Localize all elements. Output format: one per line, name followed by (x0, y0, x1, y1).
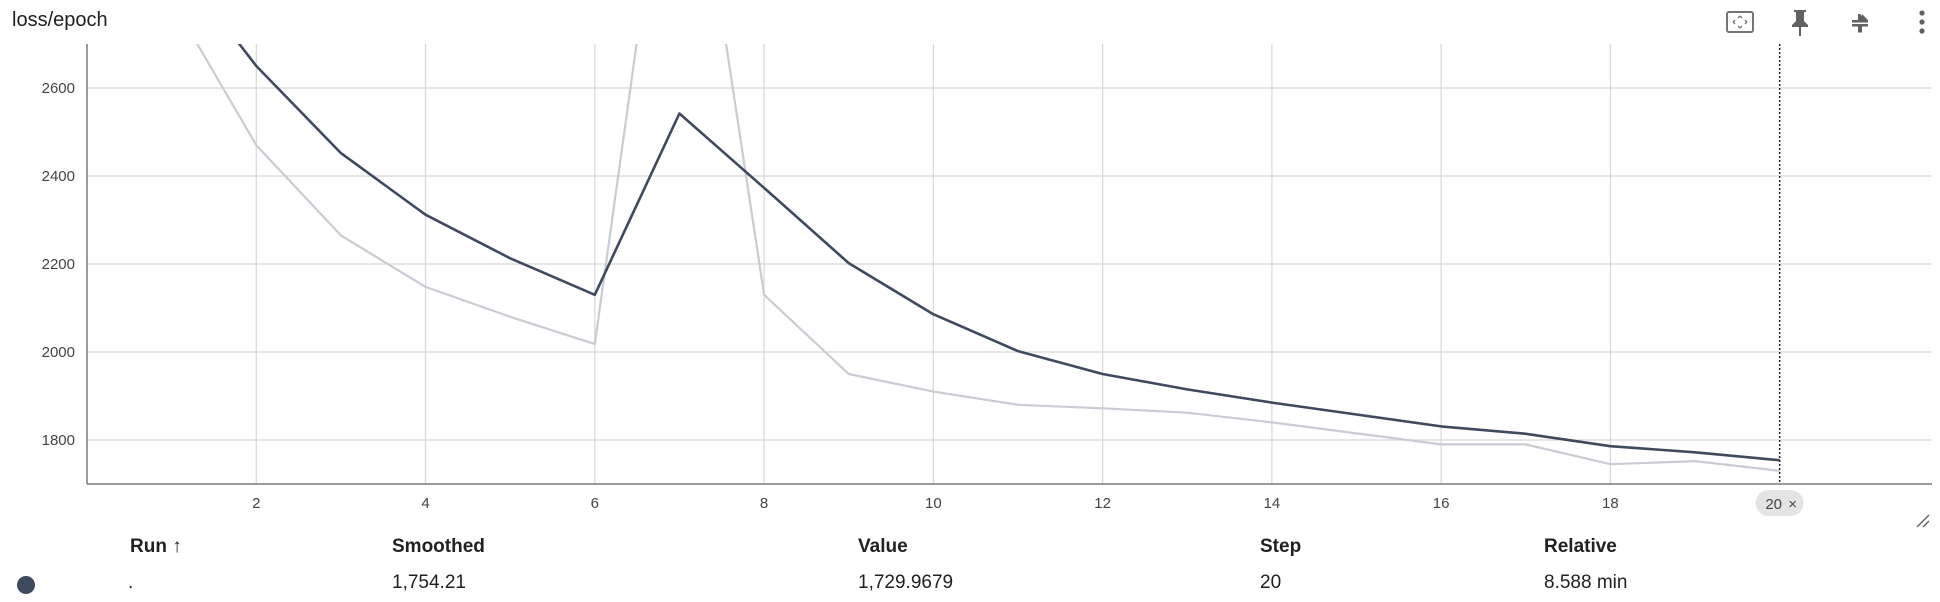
step-chip (1755, 490, 1804, 516)
cell-step: 20 (1260, 572, 1282, 593)
resize-handle-icon[interactable] (1914, 512, 1930, 528)
x-tick-label: 4 (421, 495, 429, 512)
raw-series-line (195, 44, 1780, 472)
col-header-value[interactable]: Value (858, 536, 908, 557)
y-tick-label: 2000 (42, 344, 75, 361)
y-tick-label: 1800 (42, 432, 75, 449)
col-header-run[interactable]: Run ↑ (130, 536, 182, 557)
x-tick-label: 12 (1094, 495, 1111, 512)
grid (87, 44, 1932, 484)
x-tick-label: 8 (760, 495, 768, 512)
axes: 1800 2000 2200 2400 2600 2 4 6 8 10 12 14 16 18 (42, 44, 1932, 512)
run-color-dot (17, 576, 35, 594)
fit-domain-icon[interactable] (1722, 4, 1758, 40)
card-header: loss/epoch (0, 0, 1940, 44)
col-header-relative[interactable]: Relative (1544, 536, 1617, 557)
data-table: Run ↑ Smoothed Value Step Relative . 1,7… (0, 528, 1940, 602)
smoothed-series-line (237, 44, 1780, 462)
card-title: loss/epoch (12, 9, 108, 31)
more-vert-icon[interactable] (1904, 4, 1940, 40)
cell-relative: 8.588 min (1544, 572, 1628, 593)
col-header-step[interactable]: Step (1260, 536, 1302, 557)
collapse-icon[interactable] (1842, 4, 1878, 40)
y-tick-label: 2200 (42, 256, 75, 273)
x-tick-label: 16 (1433, 495, 1450, 512)
x-tick-label: 6 (591, 495, 599, 512)
hover-indicator[interactable]: 20 × (1755, 44, 1804, 516)
y-tick-label: 2600 (42, 80, 75, 97)
cell-value: 1,729.9679 (858, 572, 954, 593)
series-lines (195, 44, 1780, 472)
x-tick-label: 2 (252, 495, 260, 512)
x-tick-label: 18 (1602, 495, 1619, 512)
cell-run: . (128, 572, 134, 593)
y-tick-label: 2400 (42, 168, 75, 185)
pin-icon[interactable] (1782, 4, 1818, 40)
step-chip-close-icon[interactable]: × (1788, 496, 1797, 513)
step-chip-label: 20 (1765, 496, 1782, 513)
cell-smoothed: 1,754.21 (392, 572, 466, 593)
col-header-smoothed[interactable]: Smoothed (392, 536, 485, 557)
line-chart[interactable]: 1800 2000 2200 2400 2600 2 4 6 8 10 12 14 16 18 20 × (0, 44, 1940, 528)
x-tick-label: 10 (925, 495, 942, 512)
x-tick-label: 14 (1264, 495, 1281, 512)
